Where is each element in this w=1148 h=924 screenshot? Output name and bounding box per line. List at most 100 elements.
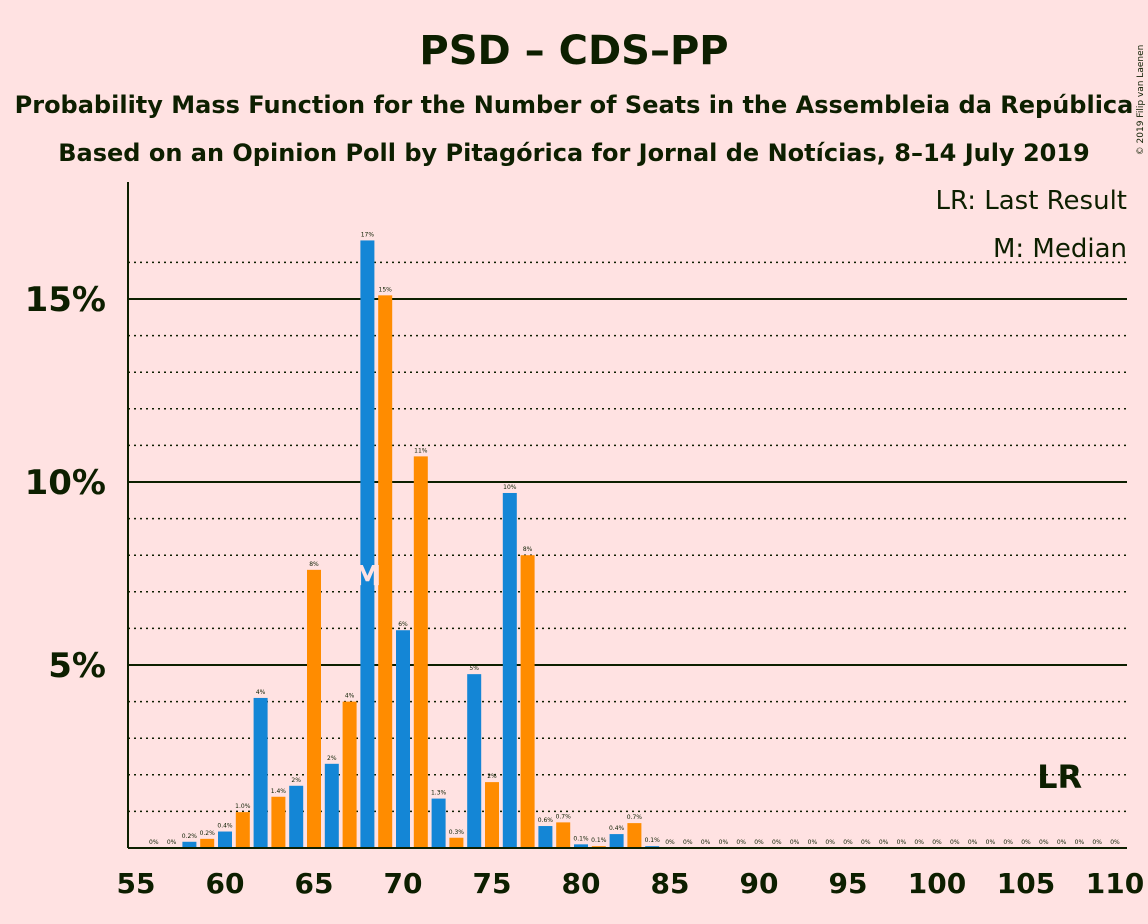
bar-label-102: 0% (968, 839, 978, 846)
bar-label-69: 15% (379, 286, 393, 293)
bar-seat-59 (200, 838, 215, 848)
bar-label-97: 0% (879, 839, 889, 846)
bar-label-88: 0% (719, 839, 729, 846)
bar-seat-64 (289, 785, 304, 848)
bar-label-78: 0.6% (538, 817, 554, 824)
bar-label-84: 0.1% (645, 837, 661, 844)
x-tick-label: 80 (562, 867, 601, 900)
bar-label-99: 0% (914, 839, 924, 846)
bar-label-65: 8% (309, 561, 319, 568)
x-tick-label: 65 (295, 867, 334, 900)
bar-seat-66 (324, 763, 339, 848)
bar-seat-62 (253, 697, 268, 848)
bar-seat-77 (520, 555, 535, 848)
bar-label-56: 0% (149, 839, 159, 846)
legend-median: M: Median (993, 234, 1127, 264)
bar-label-110: 0% (1110, 839, 1120, 846)
x-tick-label: 95 (829, 867, 868, 900)
bar-seat-67 (342, 701, 357, 848)
bar-seat-69 (378, 295, 393, 849)
bar-seat-80 (574, 844, 588, 848)
bar-seat-65 (307, 569, 321, 848)
bar-label-73: 0.3% (449, 829, 465, 836)
bar-label-77: 8% (523, 546, 533, 553)
bar-seat-68 (360, 240, 375, 848)
bar-label-93: 0% (808, 839, 818, 846)
x-tick-labels: 55 60 65 70 75 80 85 90 95 100 105 110 (117, 867, 1145, 900)
bar-label-98: 0% (897, 839, 907, 846)
bar-label-104: 0% (1003, 839, 1013, 846)
bar-label-80: 0.1% (573, 835, 589, 842)
bar-label-96: 0% (861, 839, 871, 846)
bar-label-105: 0% (1021, 839, 1031, 846)
legend-last-result: LR: Last Result (935, 186, 1127, 216)
bar-label-74: 5% (469, 665, 479, 672)
bar-label-57: 0% (167, 839, 177, 846)
bar-label-79: 0.7% (556, 813, 572, 820)
x-tick-label: 110 (1086, 867, 1144, 900)
y-tick-label: 5% (48, 646, 106, 686)
bar-label-91: 0% (772, 839, 782, 846)
bar-label-68: 17% (361, 231, 375, 238)
x-tick-label: 100 (908, 867, 966, 900)
y-tick-label: 10% (25, 463, 106, 503)
bar-label-63: 1.4% (271, 788, 287, 795)
bar-label-94: 0% (825, 839, 835, 846)
y-tick-labels: 5% 10% 15% (25, 280, 106, 686)
gridlines (128, 261, 1127, 813)
bar-label-83: 0.7% (627, 814, 643, 821)
bar-labels: 0% 0%0.2% 0.2%0.4%1.0%4%1.4%2%8%2%4%17%15%… (149, 231, 1120, 846)
bar-seat-70 (396, 630, 410, 848)
bar-label-76: 10% (503, 484, 517, 491)
bar-label-106: 0% (1039, 839, 1049, 846)
bar-seat-75 (485, 782, 499, 848)
bar-seat-74 (467, 674, 482, 848)
bar-label-89: 0% (736, 839, 746, 846)
x-tick-label: 105 (997, 867, 1055, 900)
bar-seat-58 (182, 841, 197, 848)
bar-label-62: 4% (256, 689, 266, 696)
bar-label-71: 11% (414, 447, 428, 454)
bars (182, 240, 660, 849)
bar-seat-79 (556, 822, 571, 848)
bar-label-59: 0.2% (200, 830, 216, 837)
bar-seat-82 (609, 834, 624, 848)
median-marker: M (353, 559, 381, 592)
chart-subtitle-1: Probability Mass Function for the Number… (15, 91, 1134, 119)
bar-label-67: 4% (345, 693, 355, 700)
bar-label-81: 0.1% (591, 837, 607, 844)
bar-seat-61 (235, 812, 250, 848)
bar-label-90: 0% (754, 839, 764, 846)
bar-seat-83 (627, 823, 642, 848)
x-tick-label: 70 (384, 867, 423, 900)
bar-label-60: 0.4% (217, 823, 233, 830)
bar-label-64: 2% (291, 777, 301, 784)
x-tick-label: 85 (651, 867, 690, 900)
x-tick-label: 75 (473, 867, 512, 900)
bar-label-61: 1.0% (235, 803, 251, 810)
bar-label-82: 0.4% (609, 825, 625, 832)
x-tick-label: 60 (206, 867, 245, 900)
y-tick-label: 15% (25, 280, 106, 320)
bar-seat-76 (502, 492, 517, 848)
bar-label-92: 0% (790, 839, 800, 846)
bar-label-85: 0% (665, 839, 675, 846)
bar-seat-72 (431, 798, 446, 848)
bar-seat-60 (218, 831, 232, 848)
bar-label-108: 0% (1075, 839, 1085, 846)
bar-label-107: 0% (1057, 839, 1067, 846)
bar-label-103: 0% (986, 839, 996, 846)
bar-label-72: 1.3% (431, 790, 447, 797)
bar-label-58: 0.2% (182, 833, 198, 840)
x-tick-label: 55 (117, 867, 156, 900)
bar-seat-73 (449, 837, 464, 848)
bar-seat-71 (413, 456, 428, 848)
bar-label-101: 0% (950, 839, 960, 846)
bar-seat-78 (538, 826, 553, 848)
bar-label-86: 0% (683, 839, 693, 846)
copyright-notice: © 2019 Filip van Laenen (1136, 45, 1146, 156)
chart-title: PSD – CDS–PP (419, 28, 728, 74)
x-tick-label: 90 (740, 867, 779, 900)
chart-subtitle-2: Based on an Opinion Poll by Pitagórica f… (58, 139, 1089, 167)
